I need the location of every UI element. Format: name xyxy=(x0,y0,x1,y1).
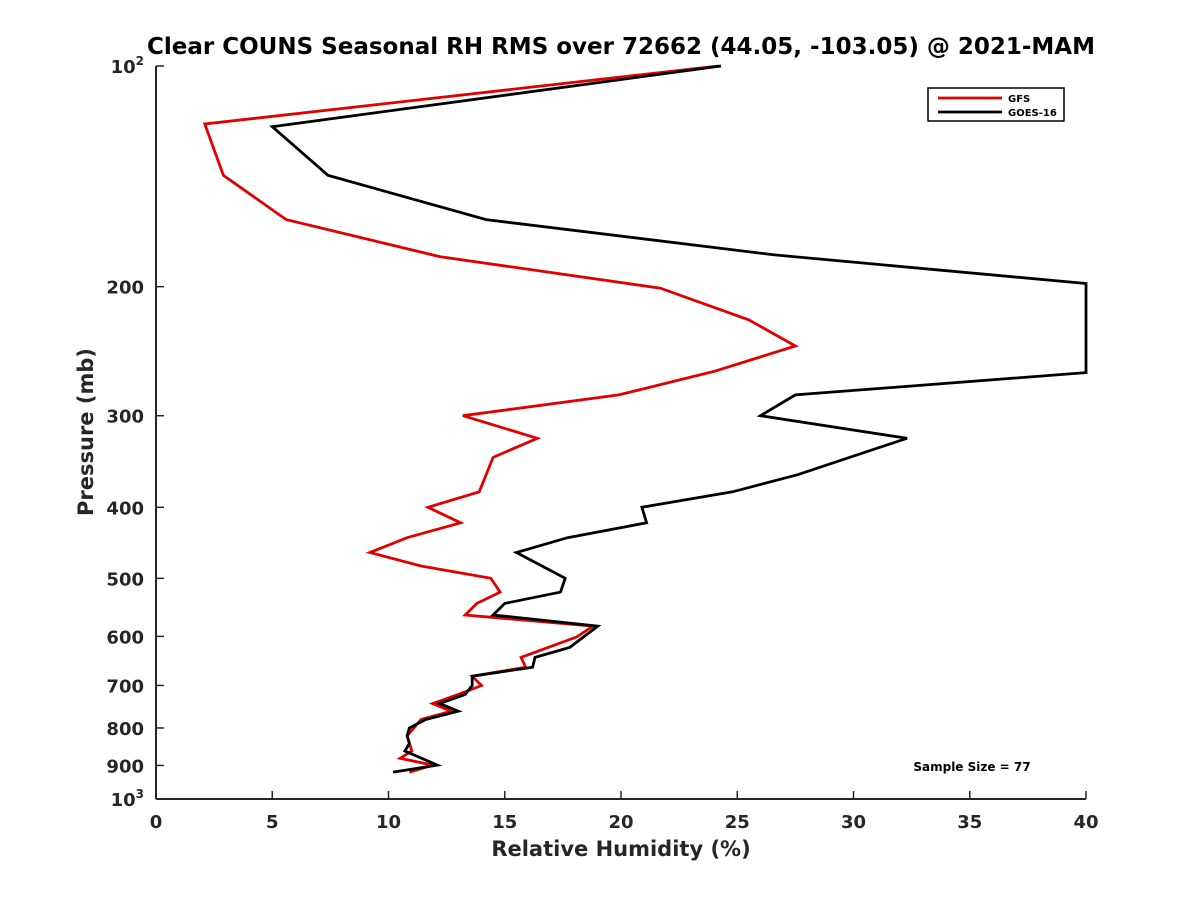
legend: GFS GOES-16 xyxy=(927,87,1065,122)
y-tick-label-base: 800 xyxy=(106,719,144,740)
x-tick-label: 15 xyxy=(492,812,517,833)
y-tick-label-base: 500 xyxy=(106,569,144,590)
y-tick-label: 300 xyxy=(106,407,144,428)
y-tick-label-base: 700 xyxy=(106,676,144,697)
y-tick-label-base: 10 xyxy=(111,790,136,811)
y-tick-label-base: 600 xyxy=(106,627,144,648)
x-tick-label: 35 xyxy=(957,812,982,833)
x-tick-label: 25 xyxy=(725,812,750,833)
y-tick-label: 700 xyxy=(106,676,144,697)
x-tick-label: 0 xyxy=(150,812,163,833)
series-line-goes-16 xyxy=(269,64,1088,774)
y-tick-label: 900 xyxy=(106,756,144,777)
y-tick-label: 103 xyxy=(111,787,144,811)
series-lines xyxy=(202,64,1088,774)
y-tick-label: 800 xyxy=(106,719,144,740)
y-tick-label-base: 10 xyxy=(111,57,136,78)
legend-label-goes-16: GOES-16 xyxy=(1008,108,1057,119)
x-axis-label: Relative Humidity (%) xyxy=(491,837,750,861)
y-tick-label-exponent: 2 xyxy=(136,54,144,68)
y-tick-label-base: 200 xyxy=(106,278,144,299)
sample-size-annotation: Sample Size = 77 xyxy=(913,760,1030,774)
x-axis-ticks: 0 5 10 15 20 25 30 35 40 xyxy=(150,791,1099,833)
x-tick-label: 20 xyxy=(608,812,633,833)
legend-box xyxy=(927,87,1065,122)
y-tick-label: 500 xyxy=(106,569,144,590)
x-tick-label: 30 xyxy=(841,812,866,833)
x-tick-label: 10 xyxy=(376,812,401,833)
y-axis-label: Pressure (mb) xyxy=(74,348,98,516)
y-tick-label: 102 xyxy=(111,54,144,78)
y-tick-label: 600 xyxy=(106,627,144,648)
chart-title: Clear COUNS Seasonal RH RMS over 72662 (… xyxy=(147,34,1095,60)
y-tick-label-base: 400 xyxy=(106,498,144,519)
x-tick-label: 5 xyxy=(266,812,279,833)
x-tick-label: 40 xyxy=(1073,812,1098,833)
legend-label-gfs: GFS xyxy=(1008,94,1030,105)
y-tick-label: 200 xyxy=(106,278,144,299)
series-line-gfs xyxy=(202,64,799,774)
y-tick-label: 400 xyxy=(106,498,144,519)
y-tick-label-base: 300 xyxy=(106,407,144,428)
y-tick-label-exponent: 3 xyxy=(136,787,144,801)
y-tick-label-base: 900 xyxy=(106,756,144,777)
